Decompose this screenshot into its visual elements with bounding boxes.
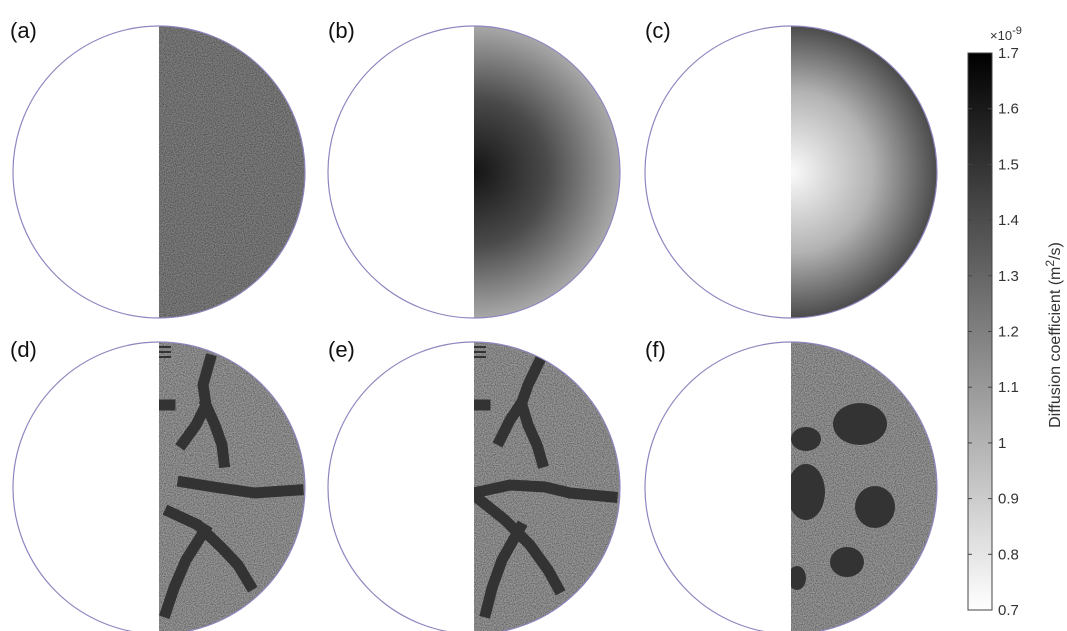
panel-e: (e) xyxy=(327,337,621,631)
domain-outline xyxy=(12,341,306,631)
inclusion xyxy=(830,547,864,577)
data-half-disk xyxy=(791,342,937,631)
data-half-disk xyxy=(474,342,620,631)
radial-field xyxy=(474,26,620,318)
inclusion xyxy=(833,403,887,445)
colorbar-tick-label: 1 xyxy=(998,435,1006,452)
panel-label: (b) xyxy=(328,18,355,43)
edge-mark xyxy=(474,356,486,358)
crack xyxy=(479,520,528,619)
colorbar-tick-label: 0.7 xyxy=(998,602,1019,619)
crack xyxy=(198,397,231,469)
panel-d: (d) xyxy=(10,337,306,631)
radial-field xyxy=(791,26,937,318)
data-half-disk xyxy=(474,26,620,318)
colorbar-tick-label: 1.1 xyxy=(998,379,1019,396)
domain-outline xyxy=(644,25,938,319)
panel-label: (d) xyxy=(10,337,37,362)
edge-mark xyxy=(474,346,486,348)
panel-b: (b) xyxy=(327,18,621,319)
crack xyxy=(474,479,618,503)
panel-c: (c) xyxy=(644,18,938,319)
panel-label: (e) xyxy=(328,337,355,362)
colorbar-tick-label: 0.9 xyxy=(998,491,1019,508)
data-half-disk xyxy=(159,26,305,318)
crack xyxy=(162,504,258,593)
panel-f: (f) xyxy=(644,337,938,631)
inclusion xyxy=(791,566,806,590)
data-half-disk xyxy=(159,342,305,631)
panel-label: (c) xyxy=(645,18,671,43)
colorbar-tick-label: 1.4 xyxy=(998,212,1019,229)
crack xyxy=(515,398,549,469)
data-half-disk xyxy=(791,26,937,318)
colorbar-tick-label: 1.5 xyxy=(998,156,1019,173)
inclusion xyxy=(855,486,895,528)
panel-label: (a) xyxy=(10,18,37,43)
domain-outline xyxy=(327,25,621,319)
colorbar-axis-label: Diffusion coefficient (m2/s) xyxy=(1043,242,1064,428)
domain-outline xyxy=(644,341,938,631)
domain-outline xyxy=(12,25,306,319)
colorbar-tick-label: 1.3 xyxy=(998,268,1019,285)
crack xyxy=(176,475,304,499)
colorbar-tick-label: 0.8 xyxy=(998,546,1019,563)
edge-mark xyxy=(159,346,171,348)
panel-a: (a) xyxy=(10,18,306,319)
crack xyxy=(474,492,566,596)
crack xyxy=(159,522,213,619)
noise-texture xyxy=(159,26,305,318)
edge-mark xyxy=(159,356,171,358)
colorbar-multiplier: ×10-9 xyxy=(990,25,1022,43)
colorbar: 0.7 0.8 0.9 1 1.1 1.2 1.3 1.4 1.5 1.6 1.7 ×10-9 Diff… xyxy=(967,25,1064,619)
colorbar-tick-label: 1.7 xyxy=(998,45,1019,62)
inclusion xyxy=(791,464,825,520)
inclusion xyxy=(791,427,821,451)
edge-mark xyxy=(159,351,171,353)
edge-mark xyxy=(474,351,486,353)
domain-outline xyxy=(327,341,621,631)
colorbar-tick-label: 1.2 xyxy=(998,324,1019,341)
colorbar-tick-label: 1.6 xyxy=(998,101,1019,118)
panel-label: (f) xyxy=(645,337,666,362)
